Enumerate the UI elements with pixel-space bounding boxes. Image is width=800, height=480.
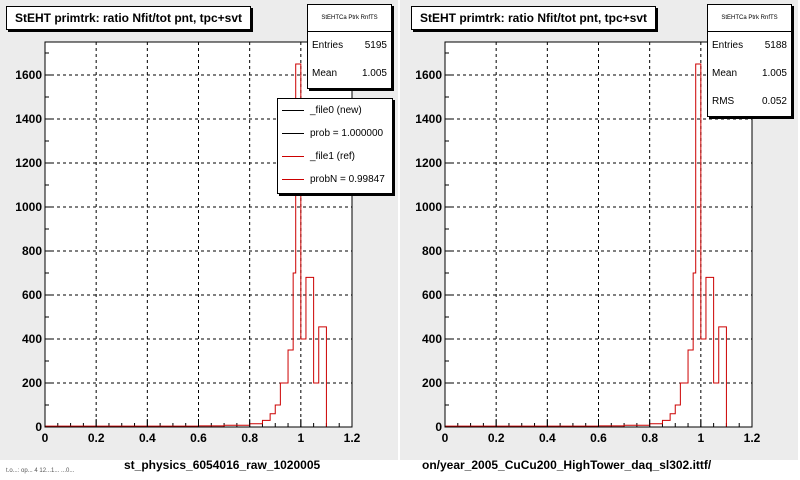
- stats-row: Mean 1.005: [708, 60, 791, 88]
- histogram-panel-right: 0 0.2 0.4 0.6 0.8 1 1.2 0 200 400 600 800 1000 1200 14…: [400, 0, 800, 480]
- y-tick-label: 600: [422, 288, 442, 302]
- stats-value: 5195: [364, 40, 387, 51]
- stats-name: StEHTCa Ptrk RnfTS: [308, 5, 391, 32]
- histogram-plot-right: 0 0.2 0.4 0.6 0.8 1 1.2 0 200 400 600 800 1000 1200 14…: [415, 41, 761, 445]
- x-tick-label: 0.8: [641, 431, 658, 445]
- histogram-line: [44, 63, 332, 428]
- file-name-label: st_physics_6054016_raw_1020005: [124, 458, 321, 472]
- stats-label: RMS: [712, 96, 735, 107]
- legend-entry: probN = 0.99847: [278, 168, 392, 191]
- y-tick-label: 200: [22, 376, 42, 390]
- y-tick-label: 1400: [415, 112, 442, 126]
- x-tick-label: 1: [697, 431, 704, 445]
- x-tick-label: 0: [42, 431, 49, 445]
- x-tick-label: 0.4: [539, 431, 556, 445]
- stats-box: StEHTCa Ptrk RnfTS Entries 5188 Mean 1.0…: [707, 4, 792, 117]
- y-tick-label: 1000: [15, 200, 42, 214]
- legend-entry: _file1 (ref): [278, 145, 392, 168]
- panel-title: StEHT primtrk: ratio Nfit/tot pnt, tpc+s…: [411, 6, 657, 30]
- y-tick-label: 1000: [415, 200, 442, 214]
- x-tick-label: 0.4: [139, 431, 156, 445]
- stats-row: Entries 5195: [308, 32, 391, 60]
- histogram-line: [444, 63, 732, 428]
- stats-value: 1.005: [361, 68, 387, 79]
- histogram-panel-left: 0 0.2 0.4 0.6 0.8 1 1.2 0 200 400 600 800 1000 1200 14…: [0, 0, 398, 474]
- stats-label: Mean: [312, 68, 338, 79]
- x-tick-label: 0.6: [590, 431, 607, 445]
- legend-label: _file1 (ref): [310, 151, 356, 162]
- stats-row: RMS 0.052: [708, 88, 791, 116]
- y-tick-label: 400: [22, 332, 42, 346]
- y-tick-label: 1600: [415, 68, 442, 82]
- x-tick-label: 1: [297, 431, 304, 445]
- legend-entry: prob = 1.000000: [278, 122, 392, 145]
- stats-label: Mean: [712, 68, 738, 79]
- y-tick-label: 600: [22, 288, 42, 302]
- y-tick-label: 800: [422, 244, 442, 258]
- legend-box: _file0 (new) prob = 1.000000 _file1 (ref…: [277, 98, 393, 194]
- y-tick-label: 0: [435, 420, 442, 434]
- y-tick-label: 200: [422, 376, 442, 390]
- y-tick-label: 0: [35, 420, 42, 434]
- stats-row: Entries 5188: [708, 32, 791, 60]
- stats-value: 5188: [764, 40, 787, 51]
- x-tick-label: 0: [442, 431, 449, 445]
- legend-line-swatch: [282, 110, 304, 111]
- y-tick-label: 1600: [15, 68, 42, 82]
- stats-value: 0.052: [761, 96, 787, 107]
- stats-name: StEHTCa Ptrk RnfTS: [708, 5, 791, 32]
- x-tick-label: 1.2: [744, 431, 761, 445]
- y-tick-label: 1200: [415, 156, 442, 170]
- x-tick-label: 1.2: [344, 431, 361, 445]
- legend-line-swatch: [282, 156, 304, 157]
- stats-label: Entries: [712, 40, 744, 51]
- x-tick-label: 0.2: [488, 431, 505, 445]
- corner-note: t.o...: op... 4 12...1... ...0...: [6, 468, 75, 474]
- y-tick-label: 1400: [15, 112, 42, 126]
- y-tick-label: 1200: [15, 156, 42, 170]
- panel-title: StEHT primtrk: ratio Nfit/tot pnt, tpc+s…: [6, 6, 252, 30]
- stats-row: Mean 1.005: [308, 60, 391, 88]
- x-tick-label: 0.6: [190, 431, 207, 445]
- y-tick-label: 400: [422, 332, 442, 346]
- x-tick-label: 0.2: [88, 431, 105, 445]
- legend-label: prob = 1.000000: [310, 128, 384, 139]
- stats-value: 1.005: [761, 68, 787, 79]
- legend-label: _file0 (new): [310, 105, 362, 116]
- stats-label: Entries: [312, 40, 344, 51]
- y-tick-label: 800: [22, 244, 42, 258]
- x-tick-label: 0.8: [241, 431, 258, 445]
- legend-line-swatch: [282, 179, 304, 180]
- file-name-label: on/year_2005_CuCu200_HighTower_daq_sl302…: [422, 458, 712, 472]
- legend-entry: _file0 (new): [278, 99, 392, 122]
- stats-box: StEHTCa Ptrk RnfTS Entries 5195 Mean 1.0…: [307, 4, 392, 89]
- legend-label: probN = 0.99847: [310, 174, 385, 185]
- legend-line-swatch: [282, 133, 304, 134]
